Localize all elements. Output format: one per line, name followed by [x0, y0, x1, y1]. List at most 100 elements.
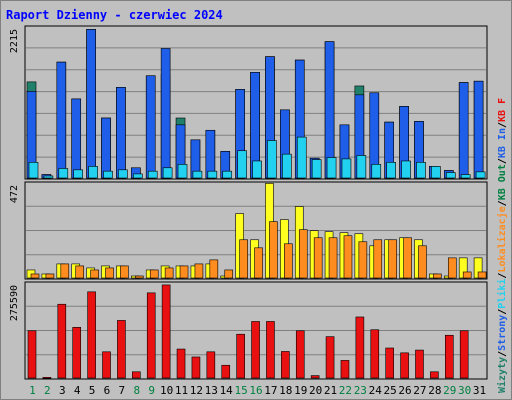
bar-kb-out-day-16 — [254, 247, 263, 279]
bar-strony-day-4 — [71, 98, 82, 179]
bar-kb-f-day-20 — [310, 375, 320, 379]
x-tick-label-day-14: 14 — [220, 384, 234, 397]
bar-kb-out-day-15 — [239, 239, 248, 279]
bar-kb-out-day-31 — [477, 271, 487, 279]
bar-pliki-day-28 — [431, 166, 441, 179]
bar-kb-f-day-15 — [236, 333, 245, 379]
bar-kb-out-day-24 — [373, 239, 383, 279]
bar-kb-f-day-29 — [444, 334, 454, 379]
x-tick-label-day-5: 5 — [89, 384, 96, 397]
legend-entry-11: / — [497, 122, 508, 128]
legend-entry-5: / — [497, 273, 508, 279]
bar-strony-day-5 — [86, 29, 96, 179]
panel-1-ymax-label: 2215 — [9, 29, 20, 53]
bar-kb-f-day-21 — [325, 336, 335, 379]
x-tick-label-day-10: 10 — [160, 384, 173, 397]
bar-kb-out-day-22 — [343, 235, 353, 279]
bar-kb-f-day-2 — [42, 377, 52, 379]
bar-kb-out-day-10 — [164, 267, 174, 279]
bar-kb-out-day-4 — [75, 265, 85, 279]
bar-kb-f-day-7 — [117, 320, 126, 379]
bar-kb-f-day-28 — [430, 371, 439, 379]
bar-strony-day-31 — [473, 80, 484, 179]
legend-entry-8: KB Out — [497, 164, 508, 200]
bar-strony-day-3 — [56, 61, 67, 179]
bar-kb-f-day-16 — [251, 321, 260, 379]
bar-kb-f-day-6 — [102, 351, 111, 379]
bar-pliki-day-14 — [222, 170, 233, 179]
bar-pliki-day-27 — [416, 162, 426, 179]
bar-strony-day-7 — [116, 87, 126, 179]
x-tick-label-day-25: 25 — [384, 384, 397, 397]
bar-strony-day-6 — [101, 117, 111, 179]
bar-kb-f-day-3 — [57, 303, 67, 379]
bar-kb-out-day-1 — [30, 273, 40, 279]
x-tick-label-day-24: 24 — [369, 384, 383, 397]
legend-entry-9: / — [497, 158, 508, 164]
bar-kb-out-day-13 — [209, 259, 219, 279]
bar-kb-out-day-19 — [298, 229, 308, 279]
bar-strony-day-30 — [458, 82, 469, 179]
bar-kb-f-day-5 — [87, 291, 96, 379]
bar-pliki-day-25 — [386, 162, 396, 179]
bar-kb-out-day-9 — [149, 269, 159, 279]
right-legend: Wizyty/Strony/Pliki/Lokalizacje/KB Out/K… — [496, 98, 508, 393]
bar-kb-out-day-2 — [45, 273, 55, 279]
x-tick-label-day-2: 2 — [44, 384, 51, 397]
bar-pliki-day-11 — [177, 164, 188, 179]
x-tick-label-day-6: 6 — [104, 384, 111, 397]
x-tick-label-day-8: 8 — [133, 384, 140, 397]
bar-pliki-day-8 — [133, 173, 143, 179]
legend-entry-6: Lokalizacje — [496, 206, 508, 272]
bar-kb-out-day-3 — [60, 263, 70, 279]
x-tick-label-day-12: 12 — [190, 384, 203, 397]
bar-kb-f-day-10 — [161, 284, 171, 379]
bar-kb-f-day-13 — [206, 351, 216, 379]
bar-kb-f-day-9 — [146, 292, 156, 379]
bar-kb-out-day-29 — [447, 257, 457, 279]
bar-kb-out-day-18 — [284, 243, 293, 279]
bar-kb-f-day-19 — [295, 330, 305, 379]
bar-pliki-day-26 — [401, 160, 411, 179]
x-tick-label-day-30: 30 — [458, 384, 471, 397]
panel-2-ymax-label: 472 — [9, 185, 20, 203]
bar-kb-out-day-23 — [358, 241, 368, 279]
x-tick-label-day-20: 20 — [309, 384, 322, 397]
x-tick-label-day-16: 16 — [249, 384, 262, 397]
x-tick-label-day-7: 7 — [119, 384, 126, 397]
panel-3-border — [24, 281, 488, 380]
bar-kb-f-day-26 — [400, 352, 409, 379]
legend-entry-2: Strony — [497, 315, 508, 351]
bar-pliki-day-22 — [341, 158, 352, 179]
x-tick-label-day-15: 15 — [234, 384, 247, 397]
bar-pliki-day-24 — [371, 164, 382, 179]
x-tick-label-day-18: 18 — [279, 384, 292, 397]
bar-pliki-day-12 — [192, 170, 203, 179]
x-tick-label-day-3: 3 — [59, 384, 66, 397]
x-tick-label-day-13: 13 — [205, 384, 218, 397]
x-tick-label-day-11: 11 — [175, 384, 188, 397]
bar-pliki-day-19 — [296, 136, 307, 179]
bar-kb-f-day-24 — [370, 329, 380, 379]
bar-kb-out-day-6 — [105, 267, 114, 279]
legend-entry-12: KB F — [497, 98, 508, 122]
bar-kb-out-day-14 — [224, 269, 234, 279]
chart-title: Raport Dzienny - czerwiec 2024 — [6, 8, 223, 22]
bar-kb-out-day-21 — [328, 237, 338, 279]
x-tick-label-day-31: 31 — [473, 384, 486, 397]
bar-pliki-day-23 — [356, 155, 367, 179]
bar-kb-out-day-25 — [388, 239, 397, 279]
bar-strony-day-10 — [160, 48, 171, 179]
x-tick-label-day-28: 28 — [428, 384, 441, 397]
bar-pliki-day-1 — [28, 162, 39, 179]
x-tick-label-day-19: 19 — [294, 384, 307, 397]
bar-kb-f-day-27 — [415, 349, 424, 379]
x-tick-label-day-23: 23 — [354, 384, 367, 397]
legend-entry-1: / — [497, 351, 508, 357]
bar-kb-f-day-22 — [340, 360, 350, 379]
bar-pliki-day-15 — [237, 150, 247, 179]
bar-pliki-day-10 — [162, 167, 173, 179]
bar-kb-out-day-12 — [194, 263, 204, 279]
bar-kb-out-day-7 — [120, 265, 129, 279]
